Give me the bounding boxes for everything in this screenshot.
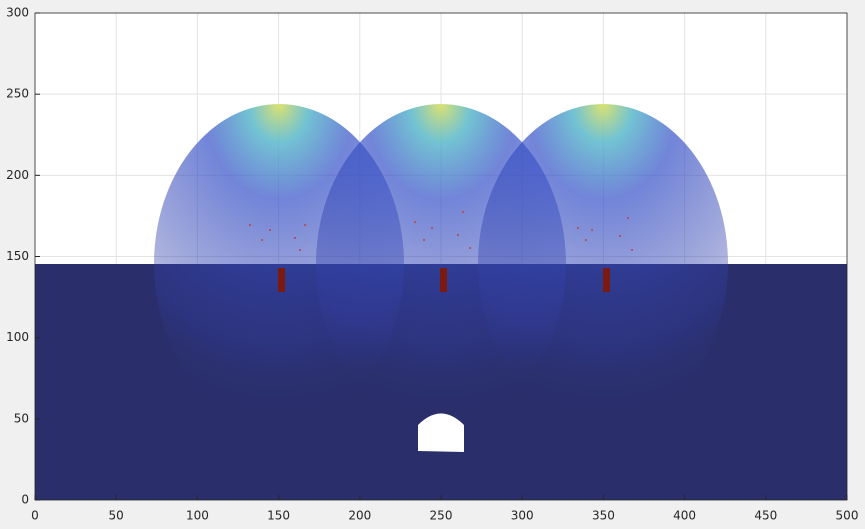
ticks: 0 50 100 150 200 250 300 350 400 450 500 0 50 100 150 2… (6, 6, 858, 523)
y-tick-label: 150 (6, 249, 29, 263)
tunnel (418, 413, 464, 452)
y-tick-label: 200 (6, 168, 29, 182)
charge-hole (440, 268, 447, 292)
x-tick-label: 500 (836, 509, 859, 523)
x-tick-label: 150 (267, 509, 290, 523)
charge-hole (603, 268, 610, 292)
particle-field (35, 104, 847, 500)
x-tick-label: 100 (186, 509, 209, 523)
x-tick-label: 350 (592, 509, 615, 523)
x-tick-label: 400 (673, 509, 696, 523)
x-tick-label: 50 (109, 509, 124, 523)
x-tick-label: 250 (430, 509, 453, 523)
ejecta (249, 211, 633, 251)
damage-zone (478, 104, 728, 424)
y-tick-label: 300 (6, 6, 29, 20)
x-tick-label: 0 (31, 509, 39, 523)
y-tick-label: 0 (21, 493, 29, 507)
x-tick-label: 200 (348, 509, 371, 523)
x-tick-label: 450 (754, 509, 777, 523)
charge-hole (278, 268, 285, 292)
y-tick-label: 250 (6, 87, 29, 101)
y-tick-label: 50 (14, 411, 29, 425)
x-tick-label: 300 (511, 509, 534, 523)
y-tick-label: 100 (6, 330, 29, 344)
